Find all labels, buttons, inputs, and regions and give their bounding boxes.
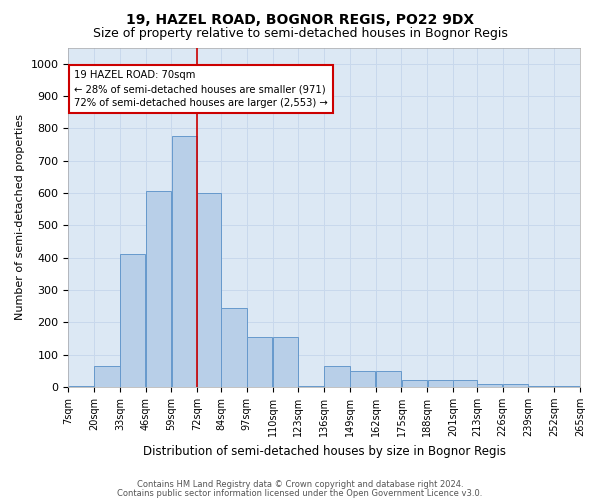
Bar [503, 384, 528, 387]
Y-axis label: Number of semi-detached properties: Number of semi-detached properties [15, 114, 25, 320]
Bar [529, 386, 554, 387]
Bar [221, 308, 247, 387]
Text: Contains public sector information licensed under the Open Government Licence v3: Contains public sector information licen… [118, 488, 482, 498]
Bar [554, 386, 580, 387]
Text: Contains HM Land Registry data © Crown copyright and database right 2024.: Contains HM Land Registry data © Crown c… [137, 480, 463, 489]
Bar [325, 366, 350, 387]
Bar [273, 337, 298, 387]
Bar [299, 386, 324, 387]
Bar [197, 193, 221, 387]
Bar [376, 371, 401, 387]
Bar [428, 380, 453, 387]
X-axis label: Distribution of semi-detached houses by size in Bognor Regis: Distribution of semi-detached houses by … [143, 444, 506, 458]
Bar [120, 254, 145, 387]
Text: Size of property relative to semi-detached houses in Bognor Regis: Size of property relative to semi-detach… [92, 28, 508, 40]
Bar [477, 384, 502, 387]
Bar [94, 366, 119, 387]
Text: 19, HAZEL ROAD, BOGNOR REGIS, PO22 9DX: 19, HAZEL ROAD, BOGNOR REGIS, PO22 9DX [126, 12, 474, 26]
Bar [68, 386, 94, 387]
Bar [146, 192, 171, 387]
Bar [402, 380, 427, 387]
Bar [453, 380, 476, 387]
Bar [247, 337, 272, 387]
Bar [350, 371, 376, 387]
Bar [172, 136, 197, 387]
Text: 19 HAZEL ROAD: 70sqm
← 28% of semi-detached houses are smaller (971)
72% of semi: 19 HAZEL ROAD: 70sqm ← 28% of semi-detac… [74, 70, 328, 108]
